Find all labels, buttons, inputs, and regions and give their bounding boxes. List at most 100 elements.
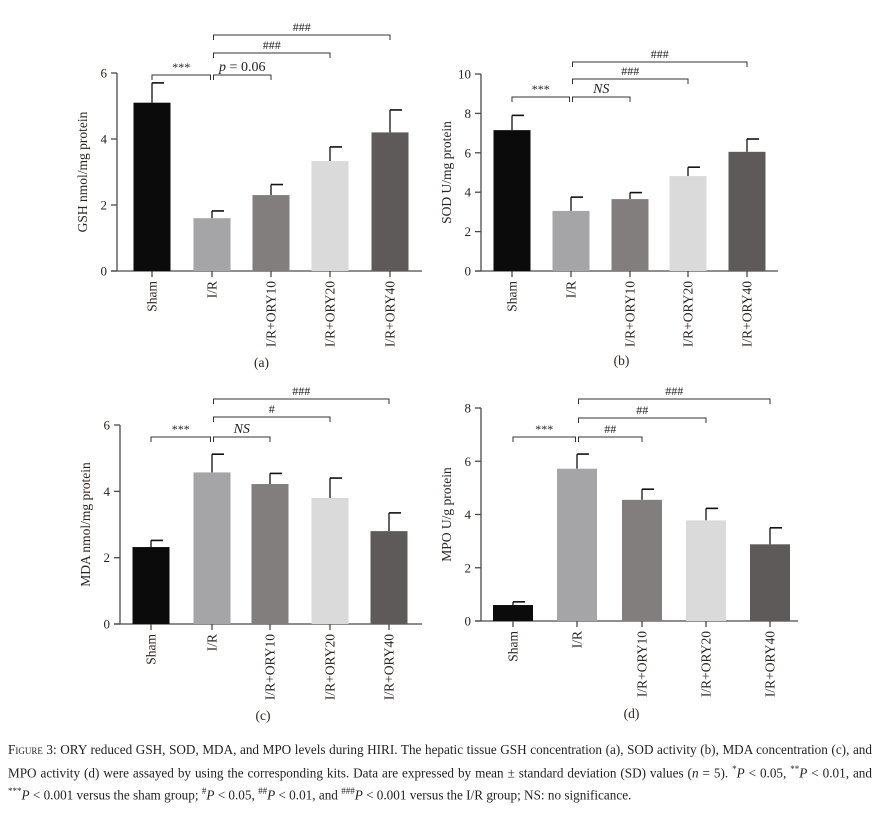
y-tick-label: 2 — [101, 198, 108, 213]
x-tick-label: I/R+ORY20 — [323, 634, 338, 700]
y-tick-label: 4 — [465, 185, 472, 200]
caption-segment: # — [201, 786, 207, 797]
y-tick-label: 2 — [465, 560, 472, 575]
y-tick-label: 8 — [465, 401, 472, 416]
significance-bracket: ### — [213, 20, 391, 40]
x-tick-label: I/R+ORY40 — [383, 281, 398, 347]
y-tick-label: 4 — [465, 507, 472, 522]
bracket-line — [578, 417, 707, 423]
x-tick-label: Sham — [505, 281, 520, 312]
bracket-line — [213, 34, 391, 40]
bar-sham — [493, 130, 531, 271]
panel-label: (d) — [624, 706, 640, 721]
significance-bracket: ### — [213, 384, 390, 404]
x-tick-label: Sham — [145, 281, 160, 312]
x-tick-label: I/R+ORY10 — [263, 634, 278, 700]
x-tick-label: Sham — [144, 634, 159, 665]
bracket-line — [213, 416, 331, 422]
caption-segment: Figure 3: — [8, 742, 57, 757]
bar-sham — [493, 605, 533, 621]
caption-segment: P — [354, 787, 363, 803]
significance-label: NS — [233, 422, 250, 437]
caption-segment: < 0.05, — [214, 787, 259, 803]
panel-label: (a) — [254, 355, 269, 370]
chart-panel-c: 0 2 4 6 MDA nmol/mg protein Sham I/R I/R+ORY10 I… — [78, 384, 422, 723]
significance-label: ### — [665, 384, 683, 398]
y-tick-label: 2 — [465, 224, 472, 239]
y-tick-label: 4 — [104, 484, 111, 499]
x-tick-label: I/R+ORY20 — [699, 631, 714, 697]
significance-bracket: ### — [578, 384, 771, 404]
y-axis-label: MPO U/g protein — [439, 467, 454, 562]
y-tick-label: 6 — [465, 145, 472, 160]
significance-bracket: # — [213, 402, 331, 422]
bar-i-r-ory10 — [251, 484, 289, 624]
caption-segment: < 0.001 versus the sham group; — [29, 787, 202, 803]
significance-label: NS — [592, 82, 609, 97]
y-axis-label: MDA nmol/mg protein — [78, 462, 93, 587]
caption-segment: P — [206, 787, 215, 803]
significance-bracket: NS — [213, 422, 271, 442]
significance-label: ## — [604, 422, 616, 436]
caption-segment: n — [691, 764, 699, 780]
significance-bracket: ### — [572, 64, 689, 84]
y-tick-label: 8 — [465, 106, 472, 121]
significance-label: ### — [292, 384, 310, 398]
significance-label: ## — [636, 403, 648, 417]
panel-label: (b) — [614, 353, 630, 368]
bar-i-r — [193, 472, 231, 624]
x-tick-label: I/R — [570, 631, 585, 648]
x-tick-label: I/R+ORY20 — [323, 281, 338, 347]
significance-bracket: ## — [578, 422, 643, 442]
x-tick-label: I/R+ORY40 — [382, 634, 397, 700]
bracket-line — [572, 78, 689, 84]
bracket-line — [578, 436, 643, 442]
bar-i-r — [557, 468, 597, 621]
bar-sham — [132, 547, 170, 624]
bracket-line — [150, 436, 211, 442]
caption-segment: P — [21, 787, 30, 803]
caption-segment: < 0.001 versus the I/R group; NS: no sig… — [362, 787, 632, 803]
x-tick-label: I/R — [205, 634, 220, 651]
significance-bracket: *** — [511, 82, 570, 102]
y-tick-label: 4 — [101, 132, 108, 147]
significance-label: ### — [293, 20, 311, 34]
bar-i-r-ory10 — [611, 199, 649, 271]
bar-i-r-ory40 — [370, 531, 408, 624]
panel-label: (c) — [256, 708, 271, 723]
y-tick-label: 6 — [465, 454, 472, 469]
significance-label: ### — [263, 38, 281, 52]
bar-i-r-ory20 — [311, 161, 349, 271]
bar-i-r-ory20 — [669, 176, 707, 271]
x-tick-label: I/R — [564, 281, 579, 298]
significance-label: ### — [621, 64, 639, 78]
significance-label: *** — [172, 60, 190, 74]
bar-i-r-ory20 — [686, 520, 726, 621]
caption-segment: *** — [8, 786, 22, 797]
bracket-line — [512, 436, 576, 442]
significance-label: *** — [532, 82, 550, 96]
y-tick-label: 2 — [104, 550, 111, 565]
significance-bracket: *** — [151, 60, 211, 80]
y-tick-label: 0 — [101, 264, 108, 279]
bracket-line — [511, 96, 570, 102]
bar-i-r — [552, 210, 590, 271]
x-tick-label: I/R+ORY40 — [740, 281, 755, 347]
chart-panel-d: 0 2 4 6 8 MPO U/g protein Sham I/R I/R+ORY10 I/R+… — [439, 384, 798, 721]
y-tick-label: 0 — [104, 617, 111, 632]
significance-bracket: ## — [578, 403, 707, 423]
significance-label: ### — [651, 47, 669, 61]
bracket-line — [213, 398, 390, 404]
significance-label: *** — [172, 422, 190, 436]
significance-label: *** — [535, 422, 553, 436]
caption-segment: < 0.05, — [744, 764, 791, 780]
significance-bracket: ### — [213, 38, 331, 58]
caption-segment: ORY reduced GSH, SOD, MDA, and MPO level… — [8, 742, 872, 780]
bracket-line — [213, 52, 331, 58]
chart-panel-a: 0 2 4 6 GSH nmol/mg protein Sham I/R I/R+ORY10 I… — [75, 20, 422, 370]
y-axis-label: GSH nmol/mg protein — [75, 111, 90, 232]
caption-segment: * — [732, 763, 737, 774]
bracket-line — [151, 74, 211, 80]
caption-segment: P — [799, 764, 808, 780]
significance-label: p = 0.06 — [218, 60, 265, 75]
